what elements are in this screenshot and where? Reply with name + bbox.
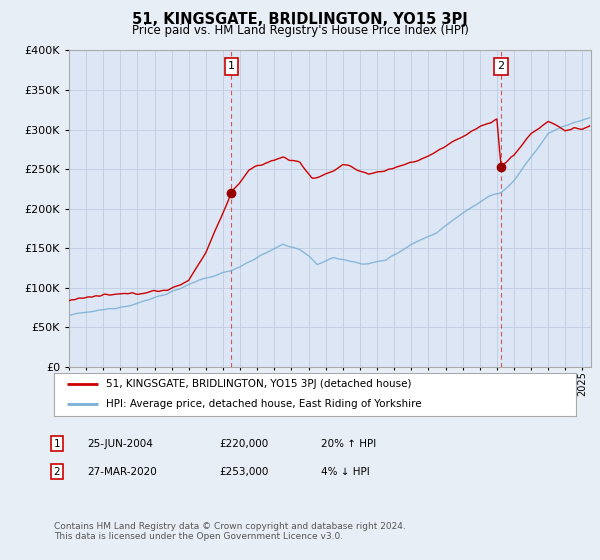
Text: 1: 1 bbox=[228, 61, 235, 71]
Text: 51, KINGSGATE, BRIDLINGTON, YO15 3PJ: 51, KINGSGATE, BRIDLINGTON, YO15 3PJ bbox=[132, 12, 468, 27]
Text: £220,000: £220,000 bbox=[219, 438, 268, 449]
Text: 27-MAR-2020: 27-MAR-2020 bbox=[87, 466, 157, 477]
Text: HPI: Average price, detached house, East Riding of Yorkshire: HPI: Average price, detached house, East… bbox=[106, 399, 422, 409]
Text: 4% ↓ HPI: 4% ↓ HPI bbox=[321, 466, 370, 477]
Text: 51, KINGSGATE, BRIDLINGTON, YO15 3PJ (detached house): 51, KINGSGATE, BRIDLINGTON, YO15 3PJ (de… bbox=[106, 380, 412, 389]
Text: 20% ↑ HPI: 20% ↑ HPI bbox=[321, 438, 376, 449]
Text: Price paid vs. HM Land Registry's House Price Index (HPI): Price paid vs. HM Land Registry's House … bbox=[131, 24, 469, 37]
Text: Contains HM Land Registry data © Crown copyright and database right 2024.
This d: Contains HM Land Registry data © Crown c… bbox=[54, 522, 406, 542]
Text: 2: 2 bbox=[497, 61, 505, 71]
Text: 1: 1 bbox=[53, 438, 61, 449]
Text: 2: 2 bbox=[53, 466, 61, 477]
Text: 25-JUN-2004: 25-JUN-2004 bbox=[87, 438, 153, 449]
Text: £253,000: £253,000 bbox=[219, 466, 268, 477]
